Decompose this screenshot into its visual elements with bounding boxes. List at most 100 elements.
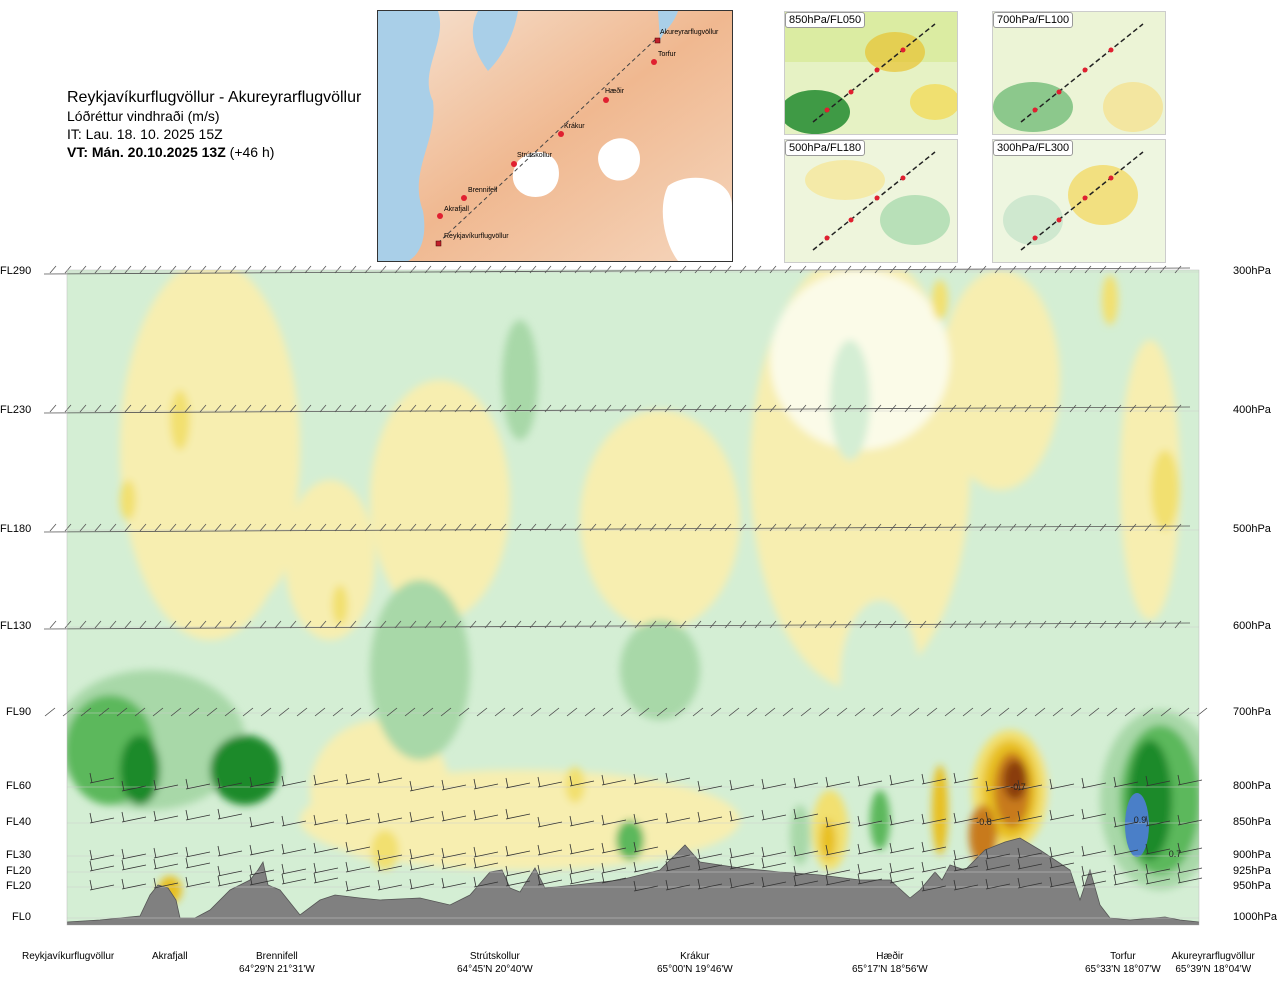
barb-low-0: [985, 785, 1011, 792]
barb-2: [634, 523, 642, 532]
barb-2: [964, 523, 972, 532]
barb-0: [754, 265, 762, 274]
barb-low-2: [505, 850, 531, 857]
barb-2: [94, 523, 102, 532]
barb-1: [799, 404, 807, 413]
barb-low-0: [633, 778, 659, 785]
barb-low-4: [697, 883, 723, 890]
barb-low-flag: [793, 865, 797, 877]
barb-1: [1129, 404, 1137, 413]
barb-low-flag: [633, 841, 637, 853]
barb-2: [184, 523, 192, 532]
barb-3: [1129, 620, 1137, 629]
barb-700: [1160, 707, 1172, 717]
barb-700: [98, 707, 110, 717]
waypoint-5: Hæðir 65°17'N 18°56'W: [852, 950, 928, 976]
barb-700: [962, 707, 974, 717]
barb-low-1: [569, 820, 595, 827]
barb-1: [334, 404, 342, 413]
pressure-label-0: 300hPa: [1233, 265, 1271, 277]
barb-0: [1054, 265, 1062, 274]
barb-low-flag: [409, 811, 413, 823]
barb-700: [152, 707, 164, 717]
barb-2: [349, 523, 357, 532]
barb-low-flag: [1049, 876, 1053, 888]
barb-low-3: [89, 865, 115, 872]
barb-low-2: [921, 846, 947, 853]
barb-low-0: [697, 785, 723, 792]
barb-low-0: [505, 782, 531, 789]
barb-low-flag: [1177, 872, 1181, 884]
barb-2: [1114, 523, 1122, 532]
barb-2: [949, 523, 957, 532]
barb-1: [319, 404, 327, 413]
barb-low-flag: [473, 846, 477, 858]
barb-0: [409, 265, 417, 274]
barb-low-flag: [1113, 816, 1117, 828]
barb-low-flag: [377, 849, 381, 861]
barb-low-4: [441, 882, 467, 889]
barb-1: [1054, 404, 1062, 413]
barb-low-flag: [473, 857, 477, 869]
barb-2: [1069, 523, 1077, 532]
waypoint-coord: 65°00'N 19°46'W: [657, 964, 733, 975]
barb-1: [1009, 404, 1017, 413]
barb-3: [1009, 620, 1017, 629]
barb-low-3: [697, 864, 723, 871]
barb-low-1: [601, 819, 627, 826]
barb-0: [634, 265, 642, 274]
barb-low-3: [1017, 863, 1043, 870]
barb-3: [199, 620, 207, 629]
barb-low-flag: [761, 809, 765, 821]
barb-700: [440, 707, 452, 717]
barb-700: [1088, 707, 1100, 717]
barb-0: [844, 265, 852, 274]
barb-0: [289, 265, 297, 274]
barb-low-flag: [249, 844, 253, 856]
barb-low-flag: [121, 878, 125, 890]
barb-2: [214, 523, 222, 532]
barb-1: [919, 404, 927, 413]
barb-low-4: [153, 882, 179, 889]
barb-low-flag: [1081, 865, 1085, 877]
barb-1: [694, 404, 702, 413]
barb-3: [1099, 620, 1107, 629]
barb-3: [394, 620, 402, 629]
barb-low-flag: [121, 859, 125, 871]
barb-low-3: [1081, 870, 1107, 877]
barb-low-2: [1145, 848, 1171, 855]
barb-low-4: [921, 885, 947, 892]
barb-700: [1196, 707, 1208, 717]
barb-1: [1114, 404, 1122, 413]
minimap-850-label: 850hPa/FL050: [785, 12, 866, 28]
barb-3: [964, 620, 972, 629]
barb-low-3: [185, 862, 211, 869]
barb-3: [574, 620, 582, 629]
barb-0: [529, 265, 537, 274]
barb-0: [964, 265, 972, 274]
barb-0: [94, 265, 102, 274]
barb-0: [904, 265, 912, 274]
barb-3: [124, 620, 132, 629]
barb-3: [484, 620, 492, 629]
barb-low-flag: [89, 772, 93, 784]
barb-shaft-1: [43, 406, 1191, 414]
barb-low-3: [569, 868, 595, 875]
barb-3: [49, 620, 57, 629]
barb-low-0: [793, 782, 819, 789]
barb-low-flag: [1017, 847, 1021, 859]
barb-low-flag: [217, 808, 221, 820]
barb-3: [1114, 620, 1122, 629]
barb-1: [844, 404, 852, 413]
barb-700: [638, 707, 650, 717]
barb-low-3: [665, 865, 691, 872]
barb-1: [709, 404, 717, 413]
barb-low-flag: [889, 774, 893, 786]
barb-low-flag: [729, 847, 733, 859]
barb-shaft-0: [43, 267, 1191, 275]
barb-low-3: [217, 870, 243, 877]
barb-low-flag: [953, 879, 957, 891]
barb-3: [994, 620, 1002, 629]
barb-low-flag: [217, 845, 221, 857]
barb-low-2: [601, 847, 627, 854]
